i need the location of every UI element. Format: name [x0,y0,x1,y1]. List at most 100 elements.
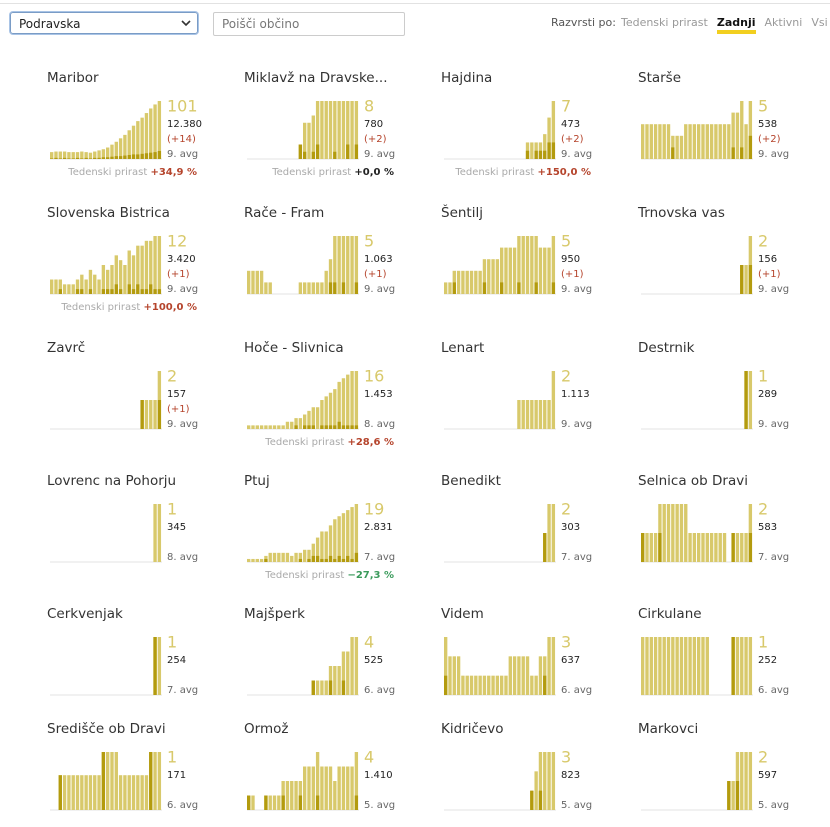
active-bar [461,675,465,695]
active-bar [744,752,748,810]
active-bar [114,752,118,810]
active-bar [315,101,320,159]
active-count: 5 [561,232,571,251]
new-bar [350,558,354,562]
active-bar [448,282,452,294]
total-count: 780 [364,119,383,130]
new-bar [106,157,110,159]
active-bar [547,400,551,429]
new-bar [93,157,97,159]
new-bar [315,795,320,810]
active-bar [512,247,517,294]
active-bar [543,752,547,810]
chart-title: Šentilj [441,203,483,221]
active-count: 2 [758,748,768,767]
new-bar [71,158,75,159]
sort-option[interactable]: Vsi [811,16,828,29]
active-bar [268,425,272,429]
active-bar [320,766,324,810]
search-box[interactable]: Poišči občino [213,12,405,36]
active-bar [157,752,162,810]
new-bar [731,533,735,562]
active-bar [50,152,54,159]
active-bar [307,122,311,159]
active-bar [495,259,500,294]
active-bar [328,392,333,429]
active-bar [247,558,251,562]
growth-value: +34,9 % [150,167,197,178]
active-bar [93,151,97,159]
new-bar [106,289,110,294]
active-bar [315,282,320,294]
active-bar [303,282,307,294]
active-bar [294,781,298,810]
active-bar [666,124,671,159]
active-bar [504,247,508,294]
active-bar [521,400,525,429]
new-bar [311,151,315,159]
active-bar [71,152,75,159]
active-count: 1 [758,367,768,386]
active-bar [346,101,350,159]
active-bar [324,270,328,294]
new-bar [101,289,106,294]
delta: (+1) [561,269,584,280]
active-bar [444,282,448,294]
new-bar [341,558,346,562]
new-bar [346,555,350,562]
active-bar [452,656,456,695]
active-bar [153,752,157,810]
active-count: 2 [561,500,571,519]
new-bar [58,775,62,810]
chart-title: Kidričevo [441,721,503,737]
active-bar [127,775,131,810]
active-bar [118,260,123,294]
active-bar [692,637,697,695]
new-bar [538,790,543,810]
active-bar [337,516,341,562]
active-bar [259,558,264,562]
active-bar [697,124,701,159]
active-bar [311,407,315,429]
active-bar [679,135,684,159]
new-bar [88,158,93,159]
active-count: 4 [364,633,374,652]
active-bar [259,270,264,294]
region-select[interactable]: Podravska [10,12,198,34]
total-count: 637 [561,655,580,666]
active-bar [110,144,114,159]
active-bar [298,418,303,429]
new-bar [58,158,62,159]
chart-title: Ormož [244,721,288,737]
date: 5. avg [758,800,789,811]
active-bar [106,752,110,810]
active-bar [551,637,556,695]
active-bar [315,537,320,562]
active-bar [88,775,93,810]
active-bar [255,558,259,562]
new-bar [298,795,303,810]
active-bar [748,752,753,810]
new-bar [324,558,328,562]
active-bar [346,651,350,695]
active-bar [333,519,337,562]
active-bar [136,775,140,810]
active-bar [649,637,653,695]
active-bar [718,124,722,159]
sort-option[interactable]: Tedenski prirast [620,16,708,29]
active-bar [75,152,80,159]
active-bar [354,752,359,810]
active-count: 1 [167,500,177,519]
active-bar [530,142,534,159]
sort-option[interactable]: Zadnji [716,16,756,34]
active-bar [97,279,101,294]
active-bar [521,656,525,695]
active-count: 1 [167,748,177,767]
active-bar [508,247,512,294]
active-count: 3 [561,633,571,652]
active-bar [662,124,666,159]
sort-option[interactable]: Aktivni [764,16,803,29]
active-bar [268,552,272,562]
